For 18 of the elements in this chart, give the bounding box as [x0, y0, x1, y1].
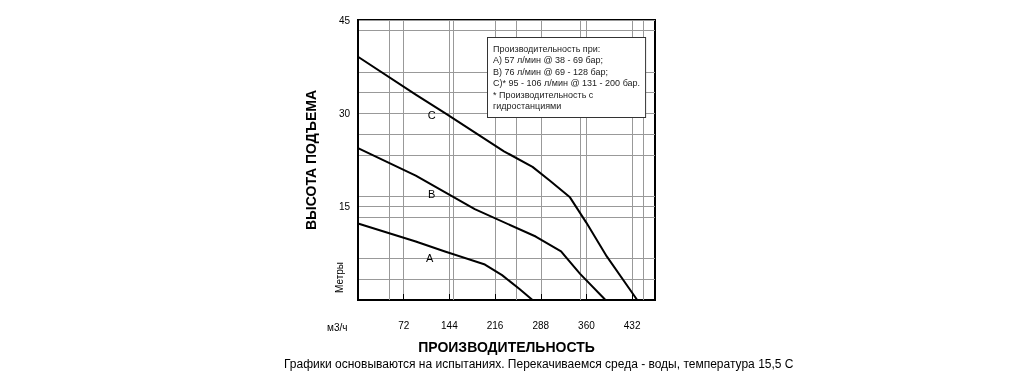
x-tick-label: 144 [441, 319, 459, 331]
x-tick-label: 288 [532, 319, 550, 331]
annotation: Производительность при: A) 57 л/мин @ 38 - 69 бар; B) 76 л/мин @ 69 - 128 бар; C)* 95 - 106 л/мин @ 131 - 200 бар. * Производительность с гидростанциями [493, 43, 641, 112]
x-axis-title: ПРОИЗВОДИТЕЛЬНОСТЬ [418, 339, 595, 355]
series-label: C [427, 109, 436, 122]
series-label: A [426, 252, 435, 265]
y-tick-label: 15 [338, 201, 351, 213]
y-tick-label: 45 [338, 14, 351, 26]
x-tick-label: 216 [486, 319, 504, 331]
x-tick-label: 432 [623, 319, 641, 331]
x-tick-label: 72 [398, 319, 410, 331]
text: Графики основываются на испытаниях. Перекачиваемся среда - воды, температура 15,5 С [284, 357, 794, 371]
y-tick-label: 30 [338, 107, 351, 119]
y-axis-title: ВЫСОТА ПОДЪЕМА [303, 89, 319, 231]
x-tick-label: 360 [578, 319, 596, 331]
series-label: B [428, 188, 436, 201]
text: Метры [333, 261, 345, 293]
text: м3/ч [327, 321, 348, 333]
